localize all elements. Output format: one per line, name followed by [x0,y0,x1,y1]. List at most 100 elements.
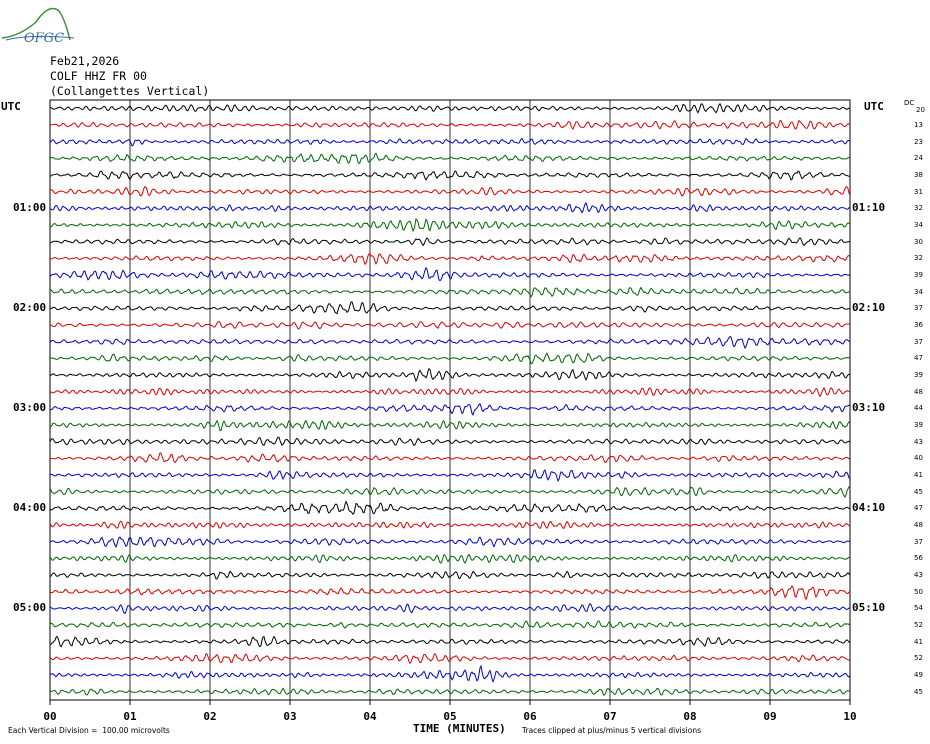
seismic-trace [49,352,851,365]
seismic-trace [49,553,851,564]
dc-offset-value: 39 [914,421,923,429]
seismic-trace [49,367,851,383]
dc-offset-value: 30 [914,237,923,246]
seismic-trace [49,170,851,182]
dc-offset-value: 24 [914,154,923,163]
dc-offset-value: 49 [914,671,923,679]
seismic-trace [49,320,851,330]
dc-header: DC [904,99,915,107]
seismic-trace [49,664,851,684]
seismic-trace [49,653,851,665]
right-time-label: 02:10 [852,301,886,315]
dc-offset-value: 45 [914,487,923,496]
dc-offset-value: 36 [914,321,923,329]
x-tick-label: 04 [363,710,377,723]
dc-offset-value: 45 [914,687,923,696]
footer-clip-note: Traces clipped at plus/minus 5 vertical … [522,726,702,735]
seismic-trace [49,301,851,315]
dc-offset-value: 23 [914,137,923,146]
right-time-label: 03:10 [852,401,886,415]
seismic-trace [49,335,851,350]
seismic-trace [49,218,851,233]
seismic-trace [50,469,851,483]
dc-offset-value: 13 [914,121,923,129]
right-utc-label: UTC [864,100,884,113]
ofgc-logo: OFGC [1,7,75,46]
x-tick-label: 01 [123,710,137,723]
x-tick-label: 06 [523,710,537,723]
dc-offset-value: 34 [914,221,923,229]
seismic-trace [49,419,851,432]
seismic-trace [49,386,851,398]
station-code: COLF HHZ FR 00 [50,69,147,83]
seismic-trace [49,201,851,214]
left-time-label: 05:00 [13,601,47,615]
dc-offset-value: 52 [914,654,923,663]
seismic-trace [49,266,851,282]
left-time-label: 04:00 [13,501,47,515]
dc-offset-value: 44 [914,404,923,413]
dc-offset-value: 40 [914,454,923,463]
x-tick-label: 03 [283,710,297,723]
x-tick-label: 08 [683,710,697,723]
dc-offset-value: 48 [914,521,923,529]
dc-offset-value: 50 [914,587,923,596]
dc-offset-value: 37 [914,337,923,346]
dc-offset-value: 34 [914,287,923,296]
seismic-trace [49,102,851,114]
x-tick-label: 02 [203,710,217,723]
seismic-trace [49,436,851,447]
dc-offset-value: 47 [914,504,923,513]
left-time-label: 01:00 [13,201,47,215]
right-time-label: 05:10 [852,601,886,615]
dc-offset-value: 39 [914,271,923,279]
left-time-label: 03:00 [13,401,47,415]
dc-offset-value: 43 [914,437,923,446]
x-tick-label: 05 [443,710,457,723]
seismic-trace [49,137,851,147]
seismic-trace [49,570,851,580]
seismic-trace [49,635,851,648]
x-tick-label: 09 [763,710,777,723]
dc-offset-value: 32 [914,204,923,213]
dc-offset-value: 31 [914,187,923,196]
x-axis-title: TIME (MINUTES) [413,722,506,735]
seismic-trace [49,687,851,696]
right-time-label: 04:10 [852,501,886,515]
station-name: (Collangettes Vertical) [50,84,210,98]
seismic-trace [49,500,851,516]
dc-offset-value: 48 [914,387,923,396]
dc-offset-value: 56 [914,554,923,563]
seismic-trace [49,253,851,266]
seismic-trace [49,485,851,498]
dc-offset-value: 52 [914,621,923,629]
dc-offset-value: 41 [914,471,923,479]
dc-offset-value: 37 [914,537,923,546]
seismic-trace [49,584,851,601]
seismic-trace [49,602,851,615]
dc-offset-value: 39 [914,371,923,379]
right-time-label: 01:10 [852,201,886,215]
dc-offset-value: 43 [914,571,923,579]
dc-offset-value: 41 [914,637,923,646]
seismic-trace [49,536,851,549]
x-tick-label: 00 [43,710,57,723]
seismic-trace [49,119,851,131]
left-utc-label: UTC [1,100,21,113]
footer-scale-note: Each Vertical Division = 100.00 microvol… [8,726,170,735]
seismic-trace [49,402,851,416]
dc-offset-value: 20 [916,106,925,115]
dc-offset-value: 38 [914,171,923,179]
chart-date: Feb21,2026 [50,54,120,68]
seismic-trace [49,185,851,197]
seismic-trace [49,452,851,464]
seismic-trace [49,286,851,298]
dc-offset-value: 54 [914,604,923,613]
left-time-label: 02:00 [13,301,47,315]
dc-offset-value: 47 [914,354,923,363]
logo-text: OFGC [24,31,64,46]
seismic-trace [49,520,851,530]
dc-offset-value: 32 [914,254,923,263]
dc-offset-value: 37 [914,304,923,313]
